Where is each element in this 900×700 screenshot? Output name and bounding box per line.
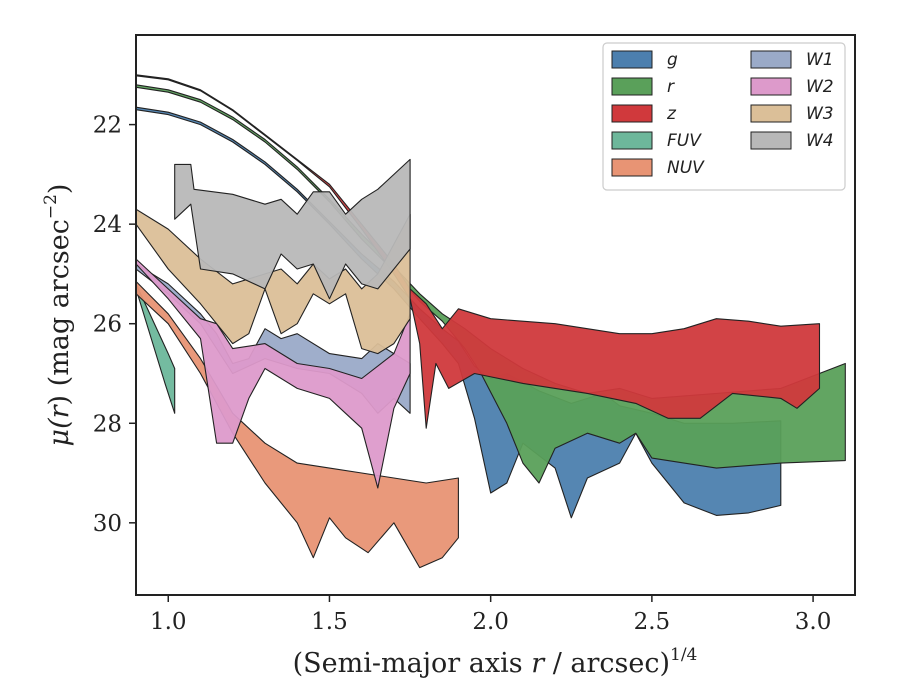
x-tick-label: 2.5 xyxy=(634,609,671,635)
legend-label-w2: W2 xyxy=(806,77,834,97)
series-band-w3 xyxy=(136,208,411,355)
legend-swatch-w3 xyxy=(750,104,792,123)
legend-label-fuv: FUV xyxy=(667,131,702,151)
axes-frame xyxy=(135,34,856,596)
legend-label-g: g xyxy=(667,50,678,70)
legend-swatch-r xyxy=(611,77,653,96)
legend-label-w4: W4 xyxy=(806,131,834,151)
legend-label-z: z xyxy=(666,104,677,124)
x-tick-label: 3.0 xyxy=(795,609,832,635)
legend: grz FUV NUV W1 W2 W3 W4 xyxy=(602,42,846,191)
series-band-fuv xyxy=(136,283,176,414)
series-band-w4 xyxy=(174,158,411,300)
y-tick-label: 22 xyxy=(93,113,122,139)
series-band-w2 xyxy=(136,258,411,489)
legend-swatch-g xyxy=(611,50,653,69)
x-axis-label: (Semi-major axis r / arcsec)1/4 xyxy=(293,645,698,679)
legend-label-w1: W1 xyxy=(806,50,834,70)
x-axis: 1.0 1.5 2.0 2.5 3.0 xyxy=(150,595,831,635)
x-tick-label: 2.0 xyxy=(472,609,509,635)
y-tick-label: 30 xyxy=(93,511,122,537)
x-tick-label: 1.0 xyxy=(150,609,187,635)
legend-label-w3: W3 xyxy=(806,104,834,124)
y-tick-label: 26 xyxy=(93,312,122,338)
y-axis-label: μ(r) (mag arcsec−2) xyxy=(41,184,75,447)
legend-label-nuv: NUV xyxy=(667,158,705,178)
legend-swatch-nuv xyxy=(611,158,653,177)
legend-swatch-z xyxy=(611,104,653,123)
series-band-nuv xyxy=(136,280,459,569)
x-tick-label: 1.5 xyxy=(311,609,348,635)
legend-label-r: r xyxy=(667,77,675,97)
legend-swatch-fuv xyxy=(611,131,653,150)
legend-swatch-w4 xyxy=(750,131,792,150)
y-tick-label: 28 xyxy=(93,411,122,437)
y-tick-label: 24 xyxy=(93,212,122,238)
y-axis: 22 24 26 28 30 xyxy=(93,113,136,537)
legend-swatch-w2 xyxy=(750,77,792,96)
legend-swatch-w1 xyxy=(750,50,792,69)
series-areas xyxy=(136,74,846,569)
